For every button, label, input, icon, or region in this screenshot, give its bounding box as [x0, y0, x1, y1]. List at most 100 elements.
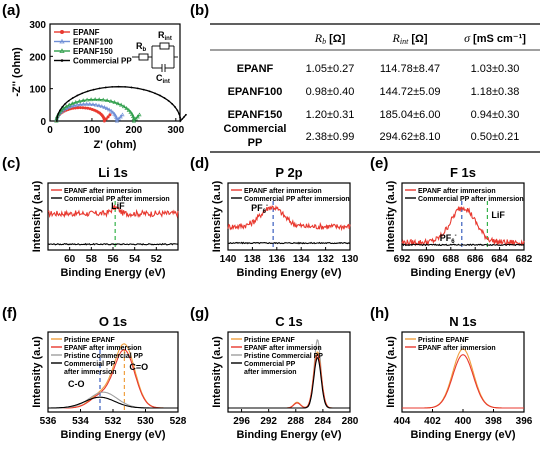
x-tick-label-f: 532	[105, 416, 122, 427]
panel-label-d: (d)	[190, 155, 209, 172]
x-tick-label-h: 404	[394, 416, 411, 427]
nyquist-point	[114, 118, 120, 123]
legend-label-g: Commercial PP	[244, 361, 296, 368]
nyquist-point	[183, 115, 186, 118]
table-cell: 0.94±0.30	[471, 109, 520, 121]
x-tick-label-c: 54	[129, 254, 141, 265]
nyquist-point	[92, 88, 95, 91]
title-c: Li 1s	[98, 165, 128, 180]
nyquist-point	[116, 116, 121, 121]
annotation-sup: -	[266, 203, 268, 209]
legend-marker-a	[59, 38, 65, 44]
xlabel-d: Binding Energy (eV)	[236, 267, 341, 279]
nyquist-point	[83, 106, 87, 110]
legend-marker-a	[60, 59, 64, 62]
table-cell: 2.38±0.99	[306, 131, 355, 143]
legend-label-c: EPANF after immersion	[64, 188, 142, 195]
nyquist-point	[66, 105, 71, 109]
circuit-cint: Cint	[156, 73, 170, 85]
x-tick-label-c: 56	[107, 254, 119, 265]
x-tick-label-e: 688	[442, 254, 459, 265]
nyquist-point	[131, 118, 137, 123]
nyquist-point	[118, 114, 123, 119]
nyquist-point	[120, 112, 125, 117]
nyquist-point	[78, 102, 83, 107]
series-line-c	[47, 204, 179, 219]
annotation-sub: 6	[451, 239, 455, 245]
panel-label-f: (f)	[2, 305, 17, 322]
nyquist-point	[61, 106, 64, 108]
series-line-d	[227, 204, 351, 232]
panel-label-a: (a)	[2, 2, 20, 19]
nyquist-point	[110, 110, 116, 115]
table-cell: 144.72±5.09	[379, 86, 440, 98]
nyquist-point	[121, 104, 127, 109]
title-d: P 2p	[275, 165, 302, 180]
nyquist-point	[108, 113, 112, 117]
legend-label-c: Commercial PP after immersion	[64, 196, 170, 203]
nyquist-point	[58, 109, 61, 112]
annotation-text: PF	[251, 203, 263, 213]
ylabel-h: Intensity (a.u)	[385, 336, 397, 408]
circuit-rb: Rb	[136, 41, 147, 53]
series-line-d	[227, 241, 351, 245]
x-tick-label-e: 692	[394, 254, 411, 265]
nyquist-line-3	[56, 86, 187, 123]
nyquist-point	[89, 97, 94, 102]
annotation-text: C-O	[68, 379, 85, 389]
nyquist-point	[126, 107, 131, 112]
tick-labels-a: 0 100 200 300 0 100 200 300	[29, 20, 184, 136]
nyquist-point	[86, 106, 90, 110]
nyquist-point	[104, 106, 110, 110]
nyquist-point	[179, 116, 181, 119]
table-cell: 114.78±8.47	[380, 63, 440, 75]
x-tick-label-e: 682	[516, 254, 533, 265]
table-cell: 1.03±0.30	[471, 63, 520, 75]
table-cell: 1.05±0.27	[306, 63, 355, 75]
legend-label-a: EPANF	[73, 28, 100, 37]
legend-label-d: EPANF after immersion	[244, 188, 322, 195]
x-tick-label-f: 530	[137, 416, 154, 427]
x-tick-label-g: 288	[287, 416, 304, 427]
nyquist-point	[178, 112, 180, 115]
ylabel-d: Intensity (a.u)	[211, 180, 223, 252]
x-tick-label-c: 58	[86, 254, 98, 265]
y-tick-label-a: 100	[29, 85, 46, 96]
nyquist-point	[73, 100, 78, 104]
annotation-label-f: C=O	[129, 362, 148, 372]
table-b: Rb [Ω] Rint [Ω] σ [mS cm⁻¹]EPANF 1.05±0.27 1…	[210, 23, 540, 153]
nyquist-point	[174, 106, 176, 108]
table-row-name: EPANF	[237, 63, 274, 75]
nyquist-point	[115, 101, 121, 106]
table-row-name: EPANF100	[228, 86, 283, 98]
x-tick-label-h: 400	[455, 416, 472, 427]
nyquist-point	[93, 97, 98, 101]
header-symbol: σ	[464, 31, 471, 45]
x-tick-label-c: 52	[151, 254, 163, 265]
series-line-f	[48, 396, 178, 409]
ylabel-f: Intensity (a.u)	[31, 336, 43, 408]
legend-label-f: Pristine Commercial PP	[64, 353, 143, 360]
nyquist-point	[104, 86, 107, 89]
table-row-name: Commercial	[224, 123, 287, 135]
table-row-name: EPANF150	[228, 109, 283, 121]
table-cell: 0.98±0.40	[306, 86, 355, 98]
title-e: F 1s	[450, 165, 476, 180]
nyquist-point	[105, 98, 110, 103]
legend-label-f: EPANF after immersion	[64, 345, 142, 352]
plot-frame-g	[227, 331, 351, 413]
nyquist-point	[179, 120, 182, 122]
annotation-label-f: C-O	[68, 379, 85, 389]
x-tick-label-f: 528	[170, 416, 187, 427]
nyquist-point	[102, 119, 106, 123]
panel-label-b: (b)	[190, 2, 209, 19]
plot-frame-e	[401, 182, 525, 251]
panel-label-e: (e)	[370, 155, 388, 172]
x-tick-label-g: 292	[260, 416, 277, 427]
nyquist-point	[163, 97, 166, 99]
nyquist-point	[98, 87, 101, 90]
nyquist-point	[72, 103, 77, 108]
